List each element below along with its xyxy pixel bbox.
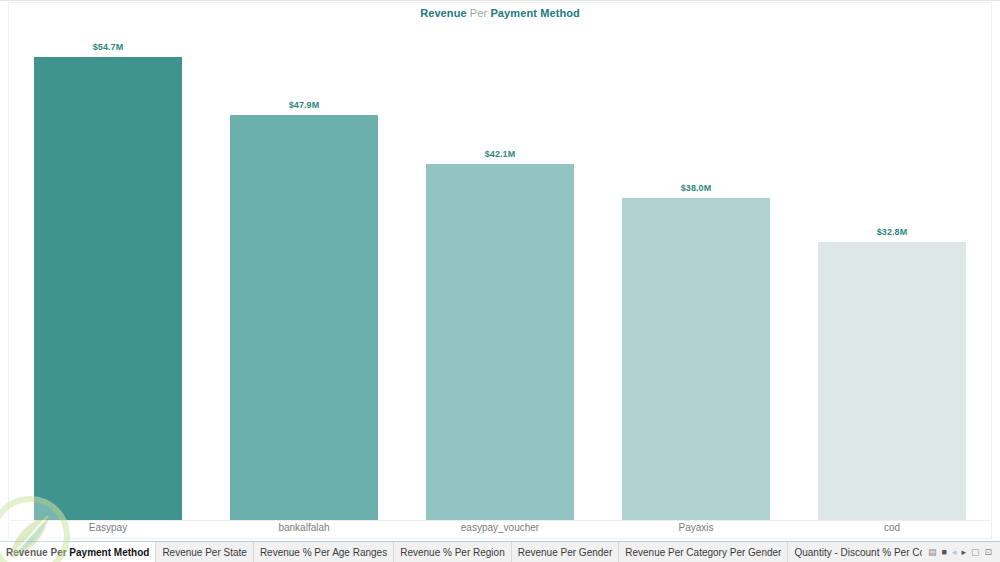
bar-easypay-voucher[interactable]: [426, 164, 574, 520]
bar-value-label: $32.8M: [794, 227, 990, 237]
bar-value-label: $47.9M: [206, 100, 402, 110]
tab-label: Revenue Per Payment Method: [6, 547, 149, 558]
new-worksheet-icon[interactable]: ▢: [971, 548, 980, 557]
bar-value-label: $42.1M: [402, 149, 598, 159]
bar-cod[interactable]: [818, 242, 966, 520]
tab-revenue-per-payment-method[interactable]: Revenue Per Payment Method: [0, 542, 156, 562]
tab-label: Revenue Per Gender: [518, 547, 613, 558]
bar-value-label: $54.7M: [10, 42, 206, 52]
category-label: Payaxis: [598, 522, 794, 533]
tab-revenue-per-age-ranges[interactable]: Revenue % Per Age Ranges: [254, 542, 394, 562]
bar-bankalfalah[interactable]: [230, 115, 378, 520]
tab-quantity-discount-per-correl[interactable]: Quantity - Discount % Per Correl...: [788, 542, 922, 562]
sheet-tabs: Revenue Per Payment Method Revenue Per St…: [0, 542, 922, 562]
tab-revenue-per-category-per-gender[interactable]: Revenue Per Category Per Gender: [619, 542, 788, 562]
category-label: cod: [794, 522, 990, 533]
show-sheet-sorter-icon[interactable]: ■: [941, 548, 946, 557]
tab-label: Quantity - Discount % Per Correl...: [794, 547, 922, 558]
scroll-tabs-left-icon[interactable]: ◂: [952, 548, 957, 557]
tab-label: Revenue % Per Region: [400, 547, 505, 558]
sheet-tab-bar: Revenue Per Payment Method Revenue Per St…: [0, 541, 1000, 562]
tab-controls: ▤ ■ ◂ ▸ ▢ ⊡: [922, 542, 1000, 562]
bar-chart: $54.7M Easypay $47.9M bankalfalah $42.1M easy…: [0, 0, 1000, 562]
tab-label: Revenue Per State: [162, 547, 247, 558]
category-label: easypay_voucher: [402, 522, 598, 533]
tab-revenue-per-gender[interactable]: Revenue Per Gender: [512, 542, 620, 562]
x-axis-line: [10, 520, 990, 521]
category-label: Easypay: [10, 522, 206, 533]
bar-value-label: $38.0M: [598, 183, 794, 193]
show-filmstrip-icon[interactable]: ▤: [928, 548, 937, 557]
tab-label: Revenue % Per Age Ranges: [260, 547, 387, 558]
presentation-mode-icon[interactable]: ⊡: [984, 548, 992, 557]
tab-revenue-per-region[interactable]: Revenue % Per Region: [394, 542, 512, 562]
tab-label: Revenue Per Category Per Gender: [625, 547, 781, 558]
tab-revenue-per-state[interactable]: Revenue Per State: [156, 542, 254, 562]
bar-easypay[interactable]: [34, 57, 182, 520]
scroll-tabs-right-icon[interactable]: ▸: [961, 548, 966, 557]
category-label: bankalfalah: [206, 522, 402, 533]
bar-payaxis[interactable]: [622, 198, 770, 520]
tableau-workbook-window: Revenue Per Payment Method $54.7M Easypay…: [0, 0, 1000, 562]
